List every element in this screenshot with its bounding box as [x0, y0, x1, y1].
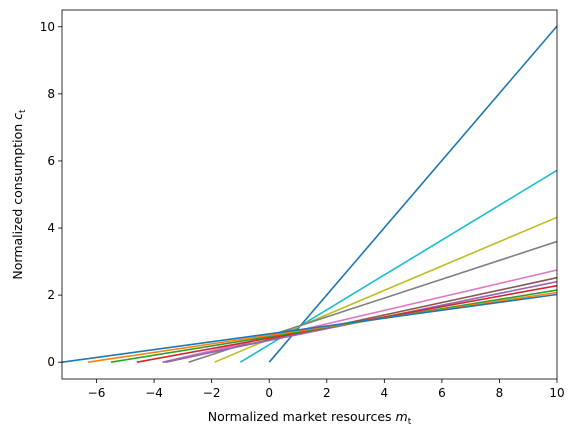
x-tick-label: 2 — [323, 386, 331, 400]
x-tick-label: 0 — [265, 386, 273, 400]
x-tick-label: −4 — [145, 386, 163, 400]
y-tick-label: 0 — [47, 355, 55, 369]
x-tick-label: 4 — [381, 386, 389, 400]
x-tick-label: −2 — [203, 386, 221, 400]
y-tick-label: 10 — [40, 20, 55, 34]
series-line — [162, 269, 558, 363]
y-axis-label: Normalized consumption ct — [10, 109, 28, 280]
y-tick-label: 6 — [47, 154, 55, 168]
series-line — [61, 293, 558, 363]
y-tick-label: 2 — [47, 288, 55, 302]
series-lines — [61, 25, 558, 363]
x-tick-label: 10 — [549, 386, 564, 400]
x-tick-label: 8 — [496, 386, 504, 400]
series-line — [268, 25, 558, 363]
x-axis: −6 −4 −2 0 2 4 6 8 10 — [88, 379, 565, 400]
y-tick-label: 4 — [47, 221, 55, 235]
x-tick-label: 6 — [438, 386, 446, 400]
y-axis: 0 2 4 6 8 10 — [40, 20, 62, 369]
y-tick-label: 8 — [47, 87, 55, 101]
x-axis-label: Normalized market resources mt — [208, 409, 412, 427]
plot-frame — [61, 9, 558, 380]
x-tick-label: −6 — [88, 386, 106, 400]
